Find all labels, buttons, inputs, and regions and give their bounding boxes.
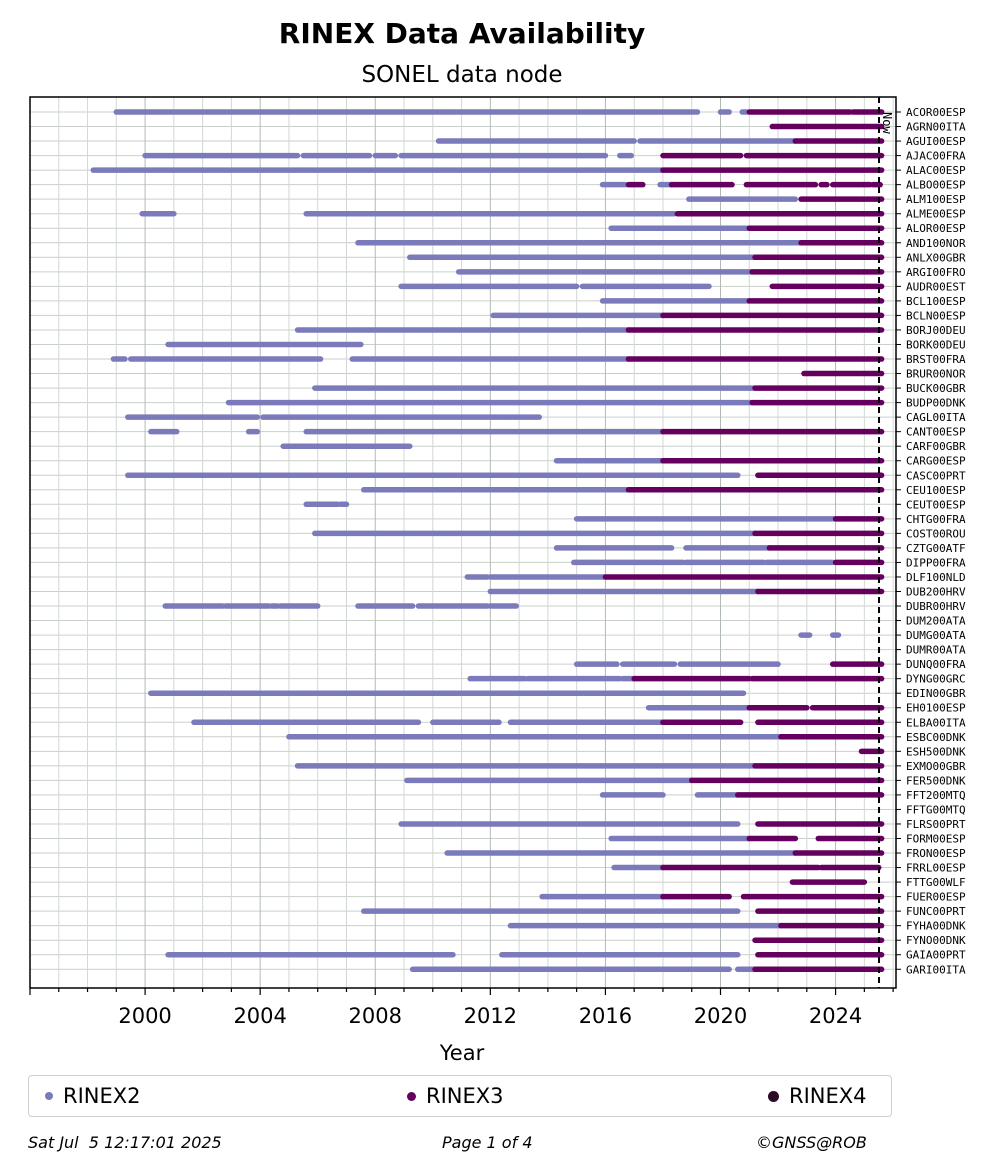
legend-label-rinex4: RINEX4 bbox=[789, 1084, 867, 1108]
station-label: ALM100ESP bbox=[906, 193, 966, 206]
station-label: EXMO00GBR bbox=[906, 760, 966, 773]
legend-item-rinex3: RINEX3 bbox=[407, 1076, 504, 1116]
data-bars bbox=[90, 109, 885, 973]
legend-marker-rinex3 bbox=[407, 1091, 416, 1101]
legend-marker-rinex4 bbox=[768, 1090, 779, 1102]
station-label: ELBA00ITA bbox=[906, 716, 966, 729]
station-label: FRRL00ESP bbox=[906, 862, 966, 875]
station-label: CASC00PRT bbox=[906, 469, 966, 482]
station-label: FUNC00PRT bbox=[906, 905, 966, 918]
station-label: FTTG00WLF bbox=[906, 876, 966, 889]
station-label: DIPP00FRA bbox=[906, 556, 966, 569]
footer-copyright: ©GNSS@ROB bbox=[756, 1133, 867, 1152]
x-tick-label: 2012 bbox=[464, 1004, 517, 1028]
station-label: FORM00ESP bbox=[906, 833, 966, 846]
axes: 2000 2004 2008 2012 2016 2020 2024 ACOR00ESP AGR… bbox=[29, 106, 966, 1028]
station-label: BUDP00DNK bbox=[906, 397, 966, 410]
legend-label-rinex2: RINEX2 bbox=[63, 1084, 141, 1108]
legend-marker-rinex2 bbox=[45, 1092, 53, 1100]
x-tick-label: 2024 bbox=[809, 1004, 862, 1028]
x-tick-label: 2020 bbox=[694, 1004, 747, 1028]
station-label: CANT00ESP bbox=[906, 426, 966, 439]
footer-timestamp: Sat Jul 5 12:17:01 2025 bbox=[28, 1133, 222, 1152]
station-label: BORJ00DEU bbox=[906, 324, 966, 337]
station-label: AUDR00EST bbox=[906, 280, 966, 293]
station-label: FLRS00PRT bbox=[906, 818, 966, 831]
station-label: GARI00ITA bbox=[906, 963, 966, 976]
station-label: CAGL00ITA bbox=[906, 411, 966, 424]
footer-page: Page 1 of 4 bbox=[442, 1133, 533, 1152]
now-label: Now bbox=[880, 112, 894, 134]
station-label: DUMR00ATA bbox=[906, 644, 966, 657]
station-label: ESBC00DNK bbox=[906, 731, 966, 744]
station-label: FFT200MTQ bbox=[906, 789, 966, 802]
legend-item-rinex2: RINEX2 bbox=[45, 1076, 141, 1116]
station-label: DUB200HRV bbox=[906, 585, 966, 598]
station-label: DUM200ATA bbox=[906, 615, 966, 628]
station-label: BORK00DEU bbox=[906, 338, 966, 351]
station-label: DUBR00HRV bbox=[906, 600, 966, 613]
station-label: DUMG00ATA bbox=[906, 629, 966, 642]
x-tick-label: 2008 bbox=[349, 1004, 402, 1028]
station-label: BRUR00NOR bbox=[906, 368, 966, 381]
station-label: BUCK00GBR bbox=[906, 382, 966, 395]
station-label: FYNO00DNK bbox=[906, 934, 966, 947]
station-label: FFTG00MTQ bbox=[906, 803, 966, 816]
station-label: FRON00ESP bbox=[906, 847, 966, 860]
station-label: CHTG00FRA bbox=[906, 513, 966, 526]
station-label: CARF00GBR bbox=[906, 440, 966, 453]
station-label: DYNG00GRC bbox=[906, 673, 966, 686]
plot-frame bbox=[29, 96, 897, 989]
station-label: BRST00FRA bbox=[906, 353, 966, 366]
station-label: DLF100NLD bbox=[906, 571, 966, 584]
station-label: DUNQ00FRA bbox=[906, 658, 966, 671]
x-axis-label: Year bbox=[439, 1041, 485, 1065]
station-label: FYHA00DNK bbox=[906, 920, 966, 933]
station-label: COST00ROU bbox=[906, 527, 966, 540]
station-label: ACOR00ESP bbox=[906, 106, 966, 119]
x-tick-label: 2004 bbox=[233, 1004, 286, 1028]
station-label: CZTG00ATF bbox=[906, 542, 966, 555]
station-label: ALME00ESP bbox=[906, 208, 966, 221]
station-label: CEU100ESP bbox=[906, 484, 966, 497]
station-label: ESH500DNK bbox=[906, 745, 966, 758]
x-tick-label: 2016 bbox=[579, 1004, 632, 1028]
legend-label-rinex3: RINEX3 bbox=[426, 1084, 504, 1108]
station-label: CEUT00ESP bbox=[906, 498, 966, 511]
station-label: FER500DNK bbox=[906, 774, 966, 787]
station-label: EDIN00GBR bbox=[906, 687, 966, 700]
station-label: AJAC00FRA bbox=[906, 150, 966, 163]
station-label: ALOR00ESP bbox=[906, 222, 966, 235]
station-label: EH0100ESP bbox=[906, 702, 966, 715]
chart-title: RINEX Data Availability bbox=[279, 17, 645, 50]
x-tick-label: 2000 bbox=[118, 1004, 171, 1028]
station-label: ALBO00ESP bbox=[906, 179, 966, 192]
legend: RINEX2 RINEX3 RINEX4 bbox=[28, 1075, 892, 1117]
station-label: ARGI00FRO bbox=[906, 266, 966, 279]
station-label: GAIA00PRT bbox=[906, 949, 966, 962]
station-label: BCLN00ESP bbox=[906, 309, 966, 322]
station-label: AND100NOR bbox=[906, 237, 966, 250]
legend-item-rinex4: RINEX4 bbox=[768, 1076, 867, 1116]
chart-subtitle: SONEL data node bbox=[361, 62, 562, 88]
station-label: CARG00ESP bbox=[906, 455, 966, 468]
station-label: BCL100ESP bbox=[906, 295, 966, 308]
station-label: FUER00ESP bbox=[906, 891, 966, 904]
station-label: AGUI00ESP bbox=[906, 135, 966, 148]
station-label: ANLX00GBR bbox=[906, 251, 966, 264]
station-label: AGRN00ITA bbox=[906, 121, 966, 134]
station-label: ALAC00ESP bbox=[906, 164, 966, 177]
